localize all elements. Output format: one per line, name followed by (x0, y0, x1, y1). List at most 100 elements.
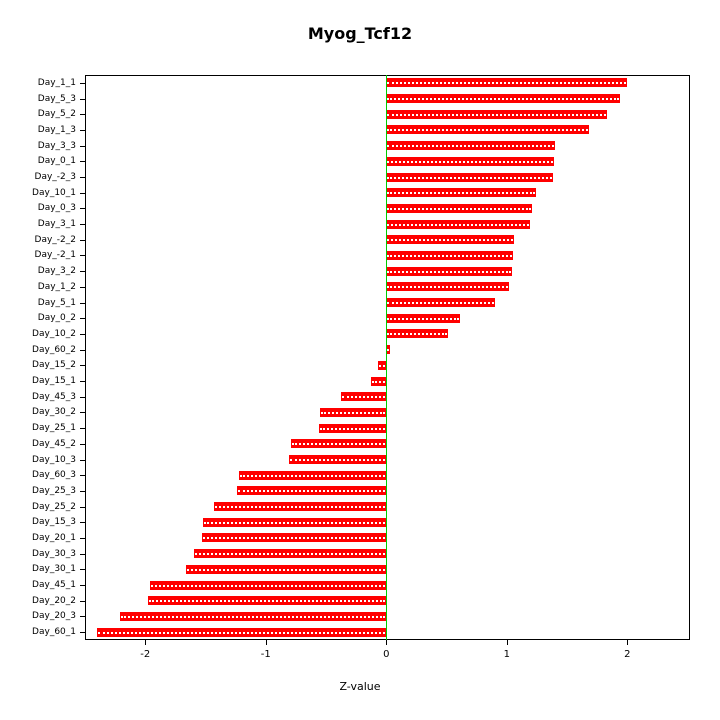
bar (386, 157, 554, 166)
y-tick (80, 240, 85, 241)
bar-dotted-centerline (387, 254, 512, 257)
bar (288, 455, 387, 464)
bar (386, 188, 536, 197)
bar-dotted-centerline (387, 160, 553, 163)
x-tick (265, 640, 267, 645)
y-axis-label: Day_20_3 (32, 611, 76, 621)
y-axis-label: Day_20_2 (32, 596, 76, 606)
y-axis-label: Day_5_3 (37, 94, 76, 104)
y-axis-label: Day_45_1 (32, 580, 76, 590)
bar-dotted-centerline (121, 615, 386, 618)
y-tick (80, 507, 85, 508)
y-axis-label: Day_30_2 (32, 407, 76, 417)
y-axis-label: Day_-2_3 (34, 172, 76, 182)
y-tick (80, 460, 85, 461)
y-tick (80, 522, 85, 523)
bar-dotted-centerline (387, 176, 552, 179)
bar (377, 361, 387, 370)
y-tick (80, 114, 85, 115)
bar (386, 110, 607, 119)
bar (239, 471, 387, 480)
x-tick-label: -1 (260, 649, 271, 660)
y-tick (80, 287, 85, 288)
bar (386, 204, 533, 213)
y-tick (80, 365, 85, 366)
y-axis-label: Day_3_2 (37, 266, 76, 276)
bar-dotted-centerline (387, 285, 509, 288)
y-tick (80, 538, 85, 539)
bar (386, 141, 555, 150)
y-axis-label: Day_-2_1 (34, 250, 76, 260)
y-axis-label: Day_10_3 (32, 455, 76, 465)
bar-dotted-centerline (98, 631, 386, 634)
bar-dotted-centerline (292, 442, 386, 445)
y-tick (80, 224, 85, 225)
bar (386, 125, 589, 134)
bar-dotted-centerline (204, 521, 386, 524)
bar (186, 565, 387, 574)
x-tick-label: -2 (140, 649, 151, 660)
y-tick (80, 99, 85, 100)
y-tick (80, 83, 85, 84)
y-axis-label: Day_3_3 (37, 141, 76, 151)
bar (214, 502, 387, 511)
x-tick-label: 1 (503, 649, 510, 660)
bar-dotted-centerline (148, 599, 386, 602)
bar-dotted-centerline (387, 81, 627, 84)
y-axis-label: Day_0_2 (37, 313, 76, 323)
y-axis-label: Day_1_1 (37, 78, 76, 88)
bar-dotted-centerline (240, 474, 386, 477)
y-tick (80, 255, 85, 256)
bar (386, 251, 513, 260)
bar (320, 408, 387, 417)
bar-dotted-centerline (187, 568, 386, 571)
bar (386, 235, 514, 244)
bar-dotted-centerline (387, 113, 606, 116)
bar-dotted-centerline (387, 332, 447, 335)
bar (236, 486, 387, 495)
bar (386, 94, 621, 103)
y-axis-label: Day_1_2 (37, 282, 76, 292)
x-tick (627, 640, 629, 645)
zero-reference-line (386, 75, 388, 640)
chart-title: Myog_Tcf12 (307, 24, 413, 43)
y-axis-label: Day_15_2 (32, 360, 76, 370)
plot-area (85, 75, 690, 640)
bar (386, 78, 628, 87)
bar-dotted-centerline (387, 97, 620, 100)
bar-dotted-centerline (202, 536, 386, 539)
bar (386, 314, 460, 323)
bar-dotted-centerline (371, 380, 386, 383)
bar-dotted-centerline (387, 238, 513, 241)
bar (386, 267, 512, 276)
y-tick (80, 491, 85, 492)
bar (370, 377, 387, 386)
bar (150, 581, 387, 590)
y-tick (80, 428, 85, 429)
y-axis-label: Day_45_3 (32, 392, 76, 402)
y-axis-label: Day_10_1 (32, 188, 76, 198)
bar (386, 173, 553, 182)
bar (120, 612, 387, 621)
bar (386, 282, 510, 291)
bar-dotted-centerline (151, 584, 386, 587)
y-axis-label: Day_15_1 (32, 376, 76, 386)
y-tick (80, 585, 85, 586)
bar-dotted-centerline (289, 458, 386, 461)
bar-dotted-centerline (321, 411, 386, 414)
y-tick (80, 475, 85, 476)
bar-dotted-centerline (387, 128, 588, 131)
bar (203, 518, 387, 527)
bar (318, 424, 387, 433)
bar (97, 628, 387, 637)
y-axis-label: Day_30_1 (32, 564, 76, 574)
y-axis-label: Day_25_1 (32, 423, 76, 433)
bar-dotted-centerline (194, 552, 386, 555)
bar-dotted-centerline (341, 395, 386, 398)
bar (291, 439, 387, 448)
bar (386, 345, 390, 354)
y-tick (80, 177, 85, 178)
bar (386, 220, 530, 229)
y-tick (80, 601, 85, 602)
